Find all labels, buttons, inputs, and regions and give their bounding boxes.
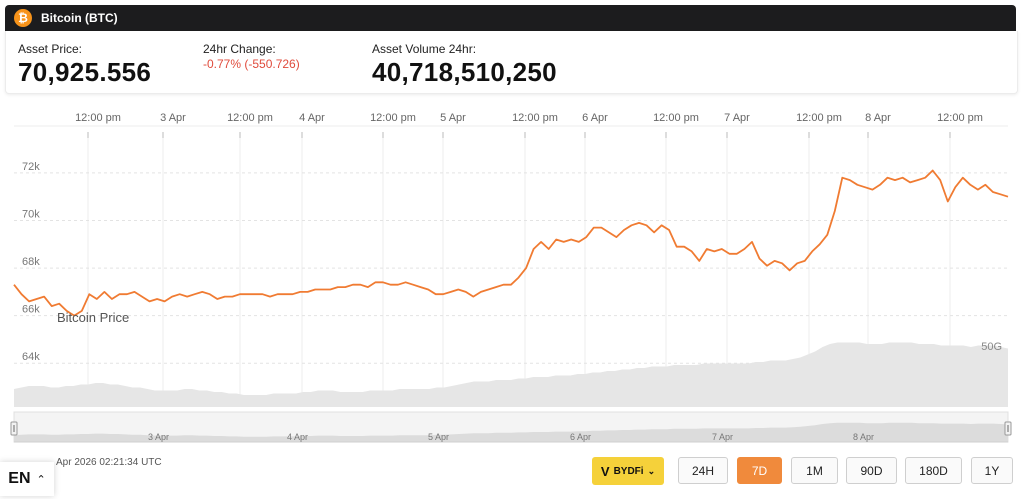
bydfi-logo-icon: V xyxy=(600,463,610,479)
navigator-volume-area xyxy=(14,422,1008,442)
navigator-tick-label: 8 Apr xyxy=(853,432,874,442)
volume-label: Asset Volume 24hr: xyxy=(372,42,477,56)
range-button-1y[interactable]: 1Y xyxy=(971,457,1013,484)
x-axis-tick-label: 7 Apr xyxy=(724,112,750,124)
navigator-tick-label: 4 Apr xyxy=(287,432,308,442)
bydfi-label: BYDFi xyxy=(613,465,644,477)
price-series-line xyxy=(13,169,1009,317)
range-button-24h[interactable]: 24H xyxy=(678,457,728,484)
asset-price-label: Asset Price: xyxy=(18,42,83,56)
x-axis-tick-label: 4 Apr xyxy=(299,112,325,124)
range-button-7d[interactable]: 7D xyxy=(737,457,782,484)
y-axis-tick-label: 72k xyxy=(22,161,40,173)
volume-area xyxy=(14,342,1008,407)
range-button-90d[interactable]: 90D xyxy=(846,457,897,484)
y-axis-tick-label: 66k xyxy=(22,304,40,316)
x-axis-tick-label: 6 Apr xyxy=(582,112,608,124)
x-axis-tick-label: 5 Apr xyxy=(440,112,466,124)
x-axis-tick-label: 12:00 pm xyxy=(653,112,699,124)
volume-value: 40,718,510,250 xyxy=(372,57,557,87)
x-axis-tick-label: 12:00 pm xyxy=(937,112,983,124)
change-value: -0.77% (-550.726) xyxy=(203,57,300,71)
x-axis-tick-label: 8 Apr xyxy=(865,112,891,124)
y-axis-tick-label: 64k xyxy=(22,351,40,363)
series-legend-label: Bitcoin Price xyxy=(57,310,129,325)
widget-header: ₿ Bitcoin (BTC) xyxy=(5,5,1016,31)
navigator-tick-label: 5 Apr xyxy=(428,432,449,442)
volume-axis-label: 50G xyxy=(981,341,1002,353)
bitcoin-logo-icon: ₿ xyxy=(14,9,32,27)
change-label: 24hr Change: xyxy=(203,42,276,56)
x-axis-tick-label: 12:00 pm xyxy=(512,112,558,124)
stats-panel: Asset Price: 70,925.556 24hr Change: -0.… xyxy=(5,31,1018,94)
y-axis-tick-label: 70k xyxy=(22,208,40,220)
language-selector[interactable]: EN ⌃ xyxy=(0,462,54,496)
x-axis-tick-label: 12:00 pm xyxy=(796,112,842,124)
navigator-tick-label: 7 Apr xyxy=(712,432,733,442)
range-button-1m[interactable]: 1M xyxy=(791,457,838,484)
range-button-180d[interactable]: 180D xyxy=(905,457,962,484)
language-label: EN xyxy=(8,470,31,487)
last-updated-timestamp: Apr 2026 02:21:34 UTC xyxy=(56,457,162,468)
volume-stat: Asset Volume 24hr: 40,718,510,250 xyxy=(372,42,557,88)
navigator-tick-label: 3 Apr xyxy=(148,432,169,442)
asset-title: Bitcoin (BTC) xyxy=(41,11,118,25)
price-chart[interactable]: 12:00 pm 3 Apr 12:00 pm 4 Apr 12:00 pm 5 Apr 1… xyxy=(0,112,1024,447)
chevron-up-icon: ⌃ xyxy=(36,473,46,486)
change-stat: 24hr Change: -0.77% (-550.726) xyxy=(203,42,300,71)
x-axis-tick-label: 12:00 pm xyxy=(370,112,416,124)
asset-price-stat: Asset Price: 70,925.556 xyxy=(18,42,151,88)
navigator-tick-label: 6 Apr xyxy=(570,432,591,442)
x-axis-tick-label: 12:00 pm xyxy=(75,112,121,124)
asset-price-value: 70,925.556 xyxy=(18,57,152,87)
x-axis-tick-label: 3 Apr xyxy=(160,112,186,124)
x-axis-tick-label: 12:00 pm xyxy=(227,112,273,124)
bydfi-exchange-button[interactable]: V BYDFi ⌄ xyxy=(592,457,664,485)
chevron-down-icon: ⌄ xyxy=(647,465,656,476)
y-axis-tick-label: 68k xyxy=(22,256,40,268)
